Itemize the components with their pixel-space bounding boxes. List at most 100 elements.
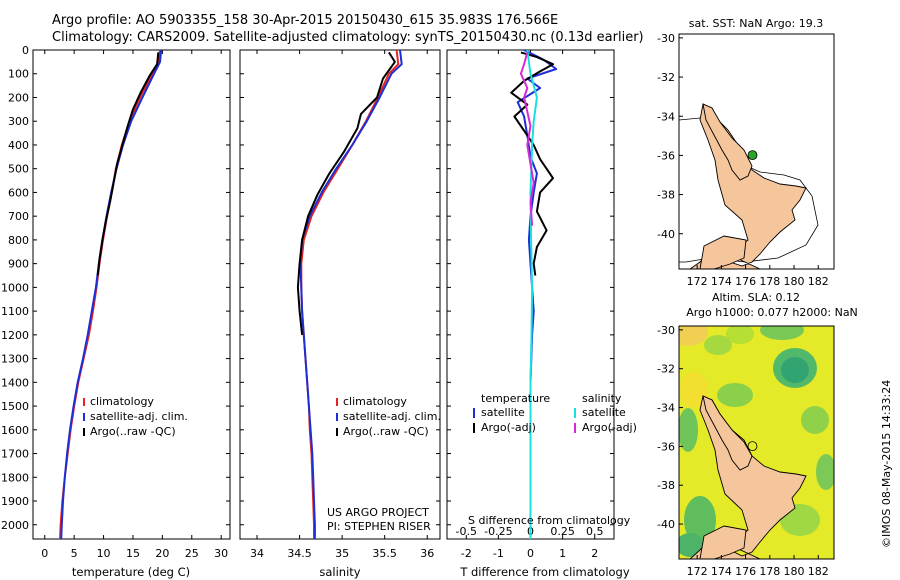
legend-title-temperature: temperature — [481, 392, 550, 405]
lon-tick-label: 182 — [808, 275, 829, 288]
lat-tick-label: -30 — [657, 324, 675, 337]
x-tick-label: 35.5 — [372, 547, 397, 560]
x-tick-label: 25 — [185, 547, 199, 560]
sla-map-panel: Altim. SLA: 0.12 Argo h1000: 0.077 h2000… — [657, 291, 858, 578]
x-tick-label: 36 — [420, 547, 434, 560]
series-line-climatology — [59, 50, 161, 539]
sst-map-title: sat. SST: NaN Argo: 19.3 — [689, 17, 823, 30]
imos-stamp: ©IMOS 08-May-2015 14:33:24 — [880, 380, 893, 548]
legend-label-climatology: climatology — [90, 395, 154, 408]
lon-tick-label: 172 — [687, 565, 708, 578]
legend-label-argo: Argo(..raw -QC) — [343, 425, 429, 438]
sst-northland — [702, 103, 753, 181]
s-diff-tick-label: 0.5 — [586, 525, 604, 538]
x-tick-label: 0 — [41, 547, 48, 560]
depth-tick-label: 1500 — [1, 400, 29, 413]
difference-series — [510, 50, 558, 539]
lat-tick-label: -34 — [657, 402, 675, 415]
difference-x-axis: -2 -1 0 1 2 — [461, 50, 598, 560]
x-tick-label: 34.5 — [287, 547, 312, 560]
sla-map-lat-axis: -30 -32 -34 -36 -38 -40 — [657, 324, 683, 531]
s-diff-tick-label: 0.25 — [550, 525, 575, 538]
depth-tick-label: 900 — [8, 258, 29, 271]
salinity-x-label: salinity — [319, 565, 360, 579]
x-tick-label: 10 — [97, 547, 111, 560]
sst-map-frame — [678, 33, 835, 270]
legend-label-s-satellite: satellite — [582, 406, 626, 419]
legend-label-satellite: satellite-adj. clim. — [90, 410, 188, 423]
x-tick-label: 5 — [71, 547, 78, 560]
s-diff-tick-label: -0.5 — [456, 525, 477, 538]
depth-tick-label: 600 — [8, 186, 29, 199]
lat-tick-label: -36 — [657, 149, 675, 162]
salinity-depth-ticks — [240, 49, 440, 526]
s-diff-tick-label: -0.25 — [484, 525, 512, 538]
difference-legend: temperature salinity satellite Argo(-adj… — [473, 392, 637, 434]
depth-tick-label: 1200 — [1, 329, 29, 342]
salinity-panel: 34 34.5 35 35.5 36 salinity climatology sate… — [239, 49, 441, 579]
difference-panel: -2 -1 0 1 2 -0.5 -0.25 0 0.25 0.5 S difference f… — [446, 49, 637, 579]
series-line-argo-raw-qc- — [296, 51, 396, 336]
project-annotation: US ARGO PROJECT — [327, 506, 429, 519]
lat-tick-label: -32 — [657, 71, 675, 84]
depth-tick-label: 1700 — [1, 448, 29, 461]
x-tick-label: -1 — [493, 547, 504, 560]
lon-tick-label: 176 — [735, 565, 756, 578]
figure-title-line2: Climatology: CARS2009. Satellite-adjuste… — [52, 30, 644, 45]
legend-title-salinity: salinity — [582, 392, 622, 405]
series-line-argo-raw-qc- — [96, 52, 160, 276]
depth-tick-label: 1100 — [1, 305, 29, 318]
depth-tick-label: 0 — [22, 44, 29, 57]
series-line-climatology — [300, 50, 400, 539]
series-line-temperature-satellite — [516, 50, 558, 539]
lon-tick-label: 178 — [759, 565, 780, 578]
depth-tick-label: 1300 — [1, 353, 29, 366]
temperature-series — [59, 50, 163, 539]
x-tick-label: 35 — [335, 547, 349, 560]
x-tick-label: 34 — [250, 547, 264, 560]
series-line-satellite-adj-clim- — [299, 50, 403, 539]
lon-tick-label: 178 — [759, 275, 780, 288]
depth-tick-label: 300 — [8, 115, 29, 128]
temperature-axes-frame — [32, 49, 231, 540]
legend-label-s-argo: Argo(-adj) — [582, 421, 637, 434]
x-tick-label: 15 — [126, 547, 140, 560]
sla-map-title-line2: Argo h1000: 0.077 h2000: NaN — [686, 306, 858, 319]
s-difference-label: S difference from climatology — [468, 514, 631, 527]
sst-float-marker — [747, 150, 758, 161]
series-line-satellite-adj-clim- — [60, 50, 163, 539]
depth-tick-label: 500 — [8, 163, 29, 176]
depth-tick-label: 1000 — [1, 281, 29, 294]
x-tick-label: 2 — [591, 547, 598, 560]
depth-tick-label: 2000 — [1, 519, 29, 532]
sla-map-frame — [678, 325, 835, 560]
lon-tick-label: 182 — [808, 565, 829, 578]
lat-tick-label: -36 — [657, 440, 675, 453]
legend-label-argo: Argo(..raw -QC) — [90, 425, 176, 438]
x-tick-label: 0 — [527, 547, 534, 560]
depth-tick-label: 1400 — [1, 376, 29, 389]
t-difference-label: T difference from climatology — [459, 565, 630, 579]
sla-land — [689, 395, 807, 559]
legend-label-t-argo: Argo(-adj) — [481, 421, 536, 434]
temperature-legend: climatology satellite-adj. clim. Argo(..… — [83, 395, 188, 438]
lon-tick-label: 172 — [687, 275, 708, 288]
depth-tick-label: 1900 — [1, 495, 29, 508]
lat-tick-label: -32 — [657, 363, 675, 376]
figure-title-line1: Argo profile: AO 5903355_158 30-Apr-2015… — [52, 13, 558, 28]
salinity-series — [296, 50, 403, 539]
series-line-salinity-satellite — [526, 50, 538, 539]
salinity-x-axis: 34 34.5 35 35.5 36 — [250, 50, 434, 560]
temperature-panel: 0100200300400500600700800900100011001200… — [1, 44, 231, 579]
salinity-difference-axis: -0.5 -0.25 0 0.25 0.5 — [456, 525, 604, 538]
x-tick-label: 20 — [155, 547, 169, 560]
lat-tick-label: -34 — [657, 110, 675, 123]
depth-tick-label: 200 — [8, 91, 29, 104]
lat-tick-label: -30 — [657, 32, 675, 45]
temperature-x-label: temperature (deg C) — [72, 565, 190, 579]
sla-northland — [702, 395, 753, 471]
difference-depth-ticks — [447, 49, 614, 526]
sst-map-lat-axis: -30 -32 -34 -36 -38 -40 — [657, 32, 683, 241]
lon-tick-label: 176 — [735, 275, 756, 288]
lat-tick-label: -38 — [657, 479, 675, 492]
